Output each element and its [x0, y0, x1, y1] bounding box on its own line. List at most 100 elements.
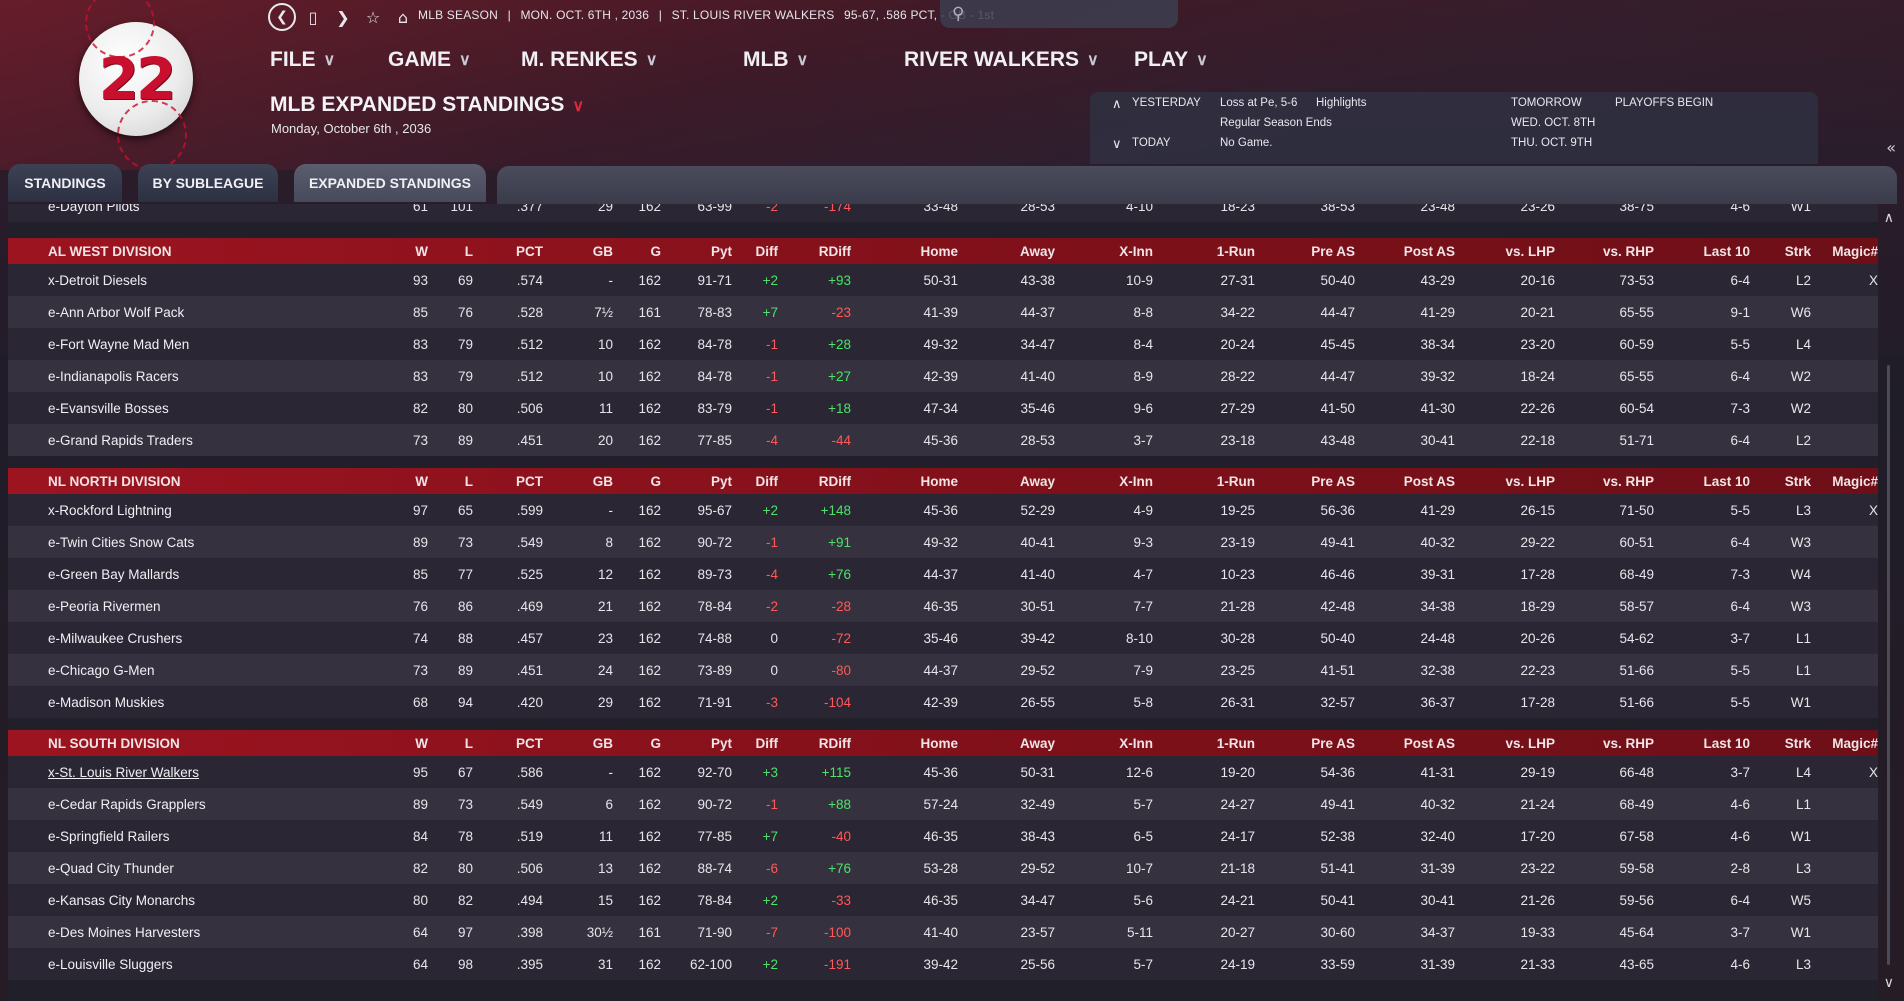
- column-header-run-diff[interactable]: RDiff: [818, 473, 851, 489]
- current-date[interactable]: MON. OCT. 6TH , 2036: [520, 8, 650, 22]
- column-header-games[interactable]: G: [650, 243, 661, 259]
- menu-team[interactable]: RIVER WALKERS ∨: [904, 48, 1134, 72]
- column-header-last-10[interactable]: Last 10: [1703, 243, 1750, 259]
- team-name-cell[interactable]: e-Springfield Railers: [48, 828, 170, 844]
- team-name-cell[interactable]: e-Quad City Thunder: [48, 860, 174, 876]
- table-row[interactable]: e-Kansas City Monarchs 80 82 .494 15 162 78-84…: [8, 884, 1878, 916]
- team-name-cell[interactable]: e-Chicago G-Men: [48, 662, 155, 678]
- table-row[interactable]: e-Chicago G-Men 73 89 .451 24 162 73-89 0 -80 44-…: [8, 654, 1878, 686]
- table-row[interactable]: e-Grand Rapids Traders 73 89 .451 20 162 77-85…: [8, 424, 1878, 456]
- menu-file[interactable]: FILE ∨: [270, 48, 388, 72]
- column-header-post-all-star[interactable]: Post AS: [1403, 243, 1455, 259]
- page-title[interactable]: MLB EXPANDED STANDINGS ∨: [270, 93, 584, 117]
- team-name-cell[interactable]: e-Louisville Sluggers: [48, 956, 173, 972]
- column-header-diff[interactable]: Diff: [755, 735, 779, 751]
- team-name[interactable]: ST. LOUIS RIVER WALKERS: [671, 8, 835, 22]
- bookmark-icon[interactable]: ▯: [308, 7, 318, 27]
- column-header-losses[interactable]: L: [464, 735, 473, 751]
- column-header-games-back[interactable]: GB: [592, 473, 613, 489]
- standings-table[interactable]: e-Dayton Pilots 61 101.377 29 162 63-99 -2 -174…: [8, 204, 1878, 1001]
- team-name-cell[interactable]: e-Madison Muskies: [48, 694, 165, 710]
- column-header-away[interactable]: Away: [1019, 243, 1055, 259]
- search-icon[interactable]: ⚲: [952, 4, 965, 24]
- team-name-cell[interactable]: x-Rockford Lightning: [48, 502, 172, 518]
- column-header-magic-number[interactable]: Magic#: [1832, 473, 1878, 489]
- column-header-one-run[interactable]: 1-Run: [1216, 243, 1255, 259]
- table-row[interactable]: e-Madison Muskies 68 94 .420 29 162 71-91 -3 -10…: [8, 686, 1878, 718]
- column-header-last-10[interactable]: Last 10: [1703, 473, 1750, 489]
- team-name-cell[interactable]: e-Des Moines Harvesters: [48, 924, 201, 940]
- column-header-pythag[interactable]: Pyt: [710, 243, 732, 259]
- column-header-run-diff[interactable]: RDiff: [818, 243, 851, 259]
- up-arrow-icon[interactable]: ∧: [1112, 96, 1122, 111]
- column-header-pre-all-star[interactable]: Pre AS: [1311, 243, 1355, 259]
- column-header-vs-lhp[interactable]: vs. LHP: [1505, 735, 1555, 751]
- team-name-cell[interactable]: e-Ann Arbor Wolf Pack: [48, 304, 185, 320]
- team-name-cell[interactable]: e-Evansville Bosses: [48, 400, 169, 416]
- table-row[interactable]: e-Peoria Rivermen 76 86 .469 21 162 78-84 -2 -28…: [8, 590, 1878, 622]
- column-header-home[interactable]: Home: [920, 473, 958, 489]
- yesterday-result[interactable]: Loss at Pe, 5-6: [1220, 97, 1298, 109]
- column-header-extra-innings[interactable]: X-Inn: [1119, 473, 1153, 489]
- column-header-one-run[interactable]: 1-Run: [1216, 473, 1255, 489]
- season-label[interactable]: MLB SEASON: [418, 8, 499, 22]
- scroll-down-icon[interactable]: ∨: [1883, 975, 1894, 991]
- table-row[interactable]: e-Twin Cities Snow Cats 89 73 .549 8 162 90-72…: [8, 526, 1878, 558]
- team-name-cell[interactable]: e-Fort Wayne Mad Men: [48, 336, 190, 352]
- game-logo[interactable]: 22: [79, 0, 193, 170]
- table-row[interactable]: e-Ann Arbor Wolf Pack 85 76 .528 7½ 161 78-83 +…: [8, 296, 1878, 328]
- column-header-streak[interactable]: Strk: [1784, 473, 1811, 489]
- column-header-home[interactable]: Home: [920, 243, 958, 259]
- table-row[interactable]: x-Detroit Diesels 93 69 .574 - 162 91-71 +2 +93 5…: [8, 264, 1878, 296]
- column-header-wins[interactable]: W: [415, 473, 428, 489]
- menu-game[interactable]: GAME ∨: [388, 48, 521, 72]
- down-arrow-icon[interactable]: ∨: [1112, 136, 1122, 151]
- table-row[interactable]: e-Springfield Railers 84 78 .519 11 162 77-85 +…: [8, 820, 1878, 852]
- team-name-cell[interactable]: x-Detroit Diesels: [48, 272, 148, 288]
- team-name-cell[interactable]: e-Kansas City Monarchs: [48, 892, 196, 908]
- tab-by-subleague[interactable]: BY SUBLEAGUE: [138, 164, 278, 202]
- column-header-wins[interactable]: W: [415, 243, 428, 259]
- column-header-extra-innings[interactable]: X-Inn: [1119, 243, 1153, 259]
- column-header-post-all-star[interactable]: Post AS: [1403, 473, 1455, 489]
- search-input[interactable]: ⚲: [940, 0, 1178, 28]
- table-row[interactable]: e-Cedar Rapids Grapplers 89 73 .549 6 162 90-7…: [8, 788, 1878, 820]
- column-header-away[interactable]: Away: [1019, 735, 1055, 751]
- chevron-down-icon[interactable]: ∨: [572, 98, 585, 115]
- table-row[interactable]: e-Indianapolis Racers 83 79 .512 10 162 84-78 -…: [8, 360, 1878, 392]
- column-header-diff[interactable]: Diff: [755, 243, 779, 259]
- column-header-last-10[interactable]: Last 10: [1703, 735, 1750, 751]
- column-header-one-run[interactable]: 1-Run: [1216, 735, 1255, 751]
- column-header-pythag[interactable]: Pyt: [710, 735, 732, 751]
- column-header-losses[interactable]: L: [464, 473, 473, 489]
- team-name-cell[interactable]: e-Milwaukee Crushers: [48, 630, 183, 646]
- scroll-up-icon[interactable]: ∧: [1883, 210, 1894, 226]
- tab-expanded-standings[interactable]: EXPANDED STANDINGS: [294, 164, 486, 202]
- team-name-cell[interactable]: x-St. Louis River Walkers: [48, 764, 200, 780]
- menu-play[interactable]: PLAY ∨: [1134, 48, 1208, 72]
- column-header-home[interactable]: Home: [920, 735, 958, 751]
- column-header-games[interactable]: G: [650, 473, 661, 489]
- column-header-vs-lhp[interactable]: vs. LHP: [1505, 243, 1555, 259]
- team-name-cell[interactable]: e-Indianapolis Racers: [48, 368, 179, 384]
- column-header-vs-rhp[interactable]: vs. RHP: [1602, 735, 1654, 751]
- column-header-magic-number[interactable]: Magic#: [1832, 243, 1878, 259]
- table-row[interactable]: e-Des Moines Harvesters 64 97 .398 30½ 161 71-…: [8, 916, 1878, 948]
- column-header-post-all-star[interactable]: Post AS: [1403, 735, 1455, 751]
- team-name-cell[interactable]: e-Peoria Rivermen: [48, 598, 161, 614]
- table-row[interactable]: e-Louisville Sluggers 64 98 .395 31 162 62-100…: [8, 948, 1878, 980]
- column-header-magic-number[interactable]: Magic#: [1832, 735, 1878, 751]
- home-icon[interactable]: ⌂: [397, 7, 409, 27]
- team-name-cell[interactable]: e-Green Bay Mallards: [48, 566, 180, 582]
- column-header-streak[interactable]: Strk: [1784, 243, 1811, 259]
- column-header-pct[interactable]: PCT: [516, 473, 543, 489]
- table-row[interactable]: e-Milwaukee Crushers 74 88 .457 23 162 74-88 0 -…: [8, 622, 1878, 654]
- column-header-away[interactable]: Away: [1019, 473, 1055, 489]
- table-row[interactable]: x-Rockford Lightning 97 65 .599 - 162 95-67 +2 +…: [8, 494, 1878, 526]
- tab-standings[interactable]: STANDINGS: [8, 164, 122, 202]
- column-header-vs-rhp[interactable]: vs. RHP: [1602, 473, 1654, 489]
- column-header-wins[interactable]: W: [415, 735, 428, 751]
- table-row[interactable]: e-Dayton Pilots 61 101 .377 29 162 63-99 -2 -174…: [8, 204, 1878, 222]
- team-name-cell[interactable]: e-Grand Rapids Traders: [48, 432, 193, 448]
- collapse-icon[interactable]: «: [1886, 138, 1896, 157]
